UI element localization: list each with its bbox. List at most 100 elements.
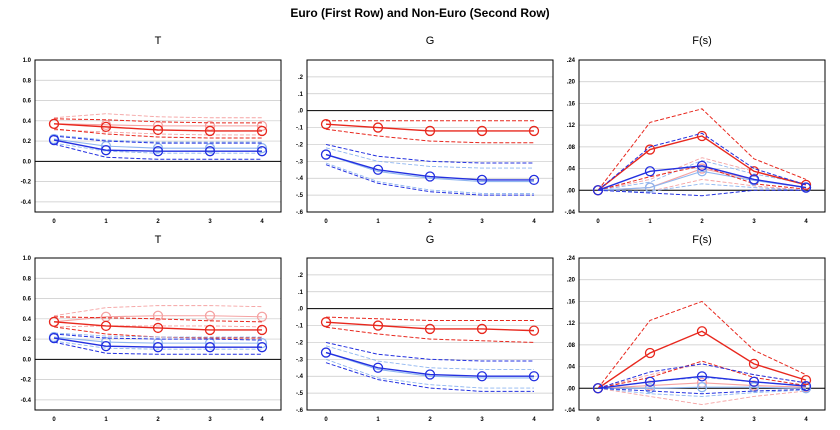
y-tick-label: .2 <box>298 75 304 81</box>
y-tick-label: 0.8 <box>23 276 32 282</box>
series-point <box>256 311 268 322</box>
y-tick-label: -0.2 <box>21 378 32 384</box>
x-tick-label: 3 <box>752 219 756 225</box>
y-tick-label: -0.2 <box>21 180 32 186</box>
chart-panel: -.04 .00 .04 .08 .12 .16 .20 .24 0 1 2 3 4 F(s) <box>565 234 826 423</box>
x-tick-label: 1 <box>648 417 652 423</box>
series-point <box>152 342 164 353</box>
series-point <box>256 146 268 157</box>
series-point <box>152 146 164 157</box>
series-band-lower <box>597 178 807 192</box>
series-point <box>696 382 708 393</box>
series-line <box>53 123 262 132</box>
series-point <box>320 347 332 358</box>
x-tick-label: 4 <box>532 417 536 423</box>
x-tick-label: 2 <box>156 219 160 225</box>
series-point <box>372 164 384 175</box>
plot-frame <box>578 59 826 213</box>
y-tick-label: -0.4 <box>21 398 32 404</box>
chart-panel: -.6 -.5 -.4 -.3 -.2 -.1 .0 .1 .2 0 1 2 3 4 G <box>296 35 554 225</box>
series-line <box>53 139 262 152</box>
series-point <box>372 362 384 373</box>
series-point <box>372 320 384 331</box>
y-tick-label: .1 <box>298 290 304 296</box>
y-tick-label: -.6 <box>296 408 304 414</box>
series-band-upper <box>53 316 263 323</box>
series-point <box>800 182 812 193</box>
series-point <box>152 143 164 154</box>
y-tick-label: .08 <box>567 343 576 349</box>
series-point <box>424 125 436 137</box>
series-band-lower <box>53 128 262 139</box>
series-point <box>476 323 488 335</box>
y-tick-label: .12 <box>567 321 576 327</box>
series-point <box>528 325 540 336</box>
x-tick-label: 1 <box>376 417 380 423</box>
series-band-upper <box>597 363 807 389</box>
series-point <box>748 358 760 370</box>
x-tick-label: 4 <box>260 219 264 225</box>
y-tick-label: .1 <box>298 92 304 98</box>
series-line <box>53 337 262 348</box>
series-point <box>152 124 164 136</box>
chart-panel: -.04 .00 .04 .08 .12 .16 .20 .24 0 1 2 3 4 F(s) <box>565 35 826 225</box>
series-point <box>48 316 60 327</box>
series-band-lower <box>53 340 262 350</box>
chart-panel: -0.4 -0.2 0.0 0.2 0.4 0.6 0.8 1.0 0 1 2 3 4 T <box>21 35 282 225</box>
series-band-lower <box>325 162 534 194</box>
series-band-lower <box>325 362 534 392</box>
y-tick-label: .24 <box>567 58 576 64</box>
x-tick-label: 0 <box>596 219 600 225</box>
series-point <box>100 121 112 133</box>
y-tick-label: -.04 <box>565 210 576 216</box>
x-tick-label: 2 <box>700 417 704 423</box>
series-line <box>597 165 807 191</box>
y-tick-label: .04 <box>567 167 576 173</box>
plot-frame <box>306 257 554 411</box>
x-tick-label: 2 <box>428 417 432 423</box>
y-tick-label: .0 <box>298 307 304 313</box>
x-tick-label: 0 <box>324 417 328 423</box>
x-tick-label: 0 <box>596 417 600 423</box>
series-point <box>476 125 488 137</box>
y-tick-label: 0.0 <box>23 159 32 165</box>
series-band-upper <box>597 132 807 191</box>
y-tick-label: 1.0 <box>23 256 32 262</box>
y-tick-label: 0.4 <box>23 119 32 125</box>
series-point <box>644 347 656 359</box>
x-tick-label: 0 <box>52 417 56 423</box>
series-band-lower <box>597 387 807 406</box>
series-band-upper <box>325 341 534 362</box>
series-point <box>528 371 540 382</box>
series-point <box>800 380 812 392</box>
series-band-upper <box>53 118 262 124</box>
series-band-upper <box>53 332 262 338</box>
y-tick-label: -.4 <box>296 176 304 182</box>
x-tick-label: 0 <box>324 219 328 225</box>
series-line <box>597 375 807 389</box>
series-line <box>325 321 535 332</box>
x-tick-label: 4 <box>532 219 536 225</box>
y-tick-label: .20 <box>567 278 576 284</box>
series-band-upper <box>53 134 262 143</box>
series-point <box>48 118 60 129</box>
series-point <box>748 376 760 387</box>
series-band-lower <box>53 325 263 328</box>
series-band-lower <box>53 143 262 160</box>
series-band-lower <box>597 189 806 197</box>
series-point <box>424 171 436 182</box>
y-tick-label: .16 <box>567 101 576 107</box>
series-band-upper <box>53 333 263 341</box>
y-tick-label: 0.8 <box>23 78 32 84</box>
y-tick-label: -.1 <box>296 324 304 330</box>
series-point <box>748 174 760 185</box>
series-point <box>204 324 216 336</box>
y-tick-label: -.4 <box>296 374 304 380</box>
series-point <box>100 145 112 156</box>
y-tick-label: 0.0 <box>23 357 32 363</box>
series-band-upper <box>53 135 262 144</box>
x-tick-label: 1 <box>648 219 652 225</box>
panel-title: T <box>155 234 162 246</box>
